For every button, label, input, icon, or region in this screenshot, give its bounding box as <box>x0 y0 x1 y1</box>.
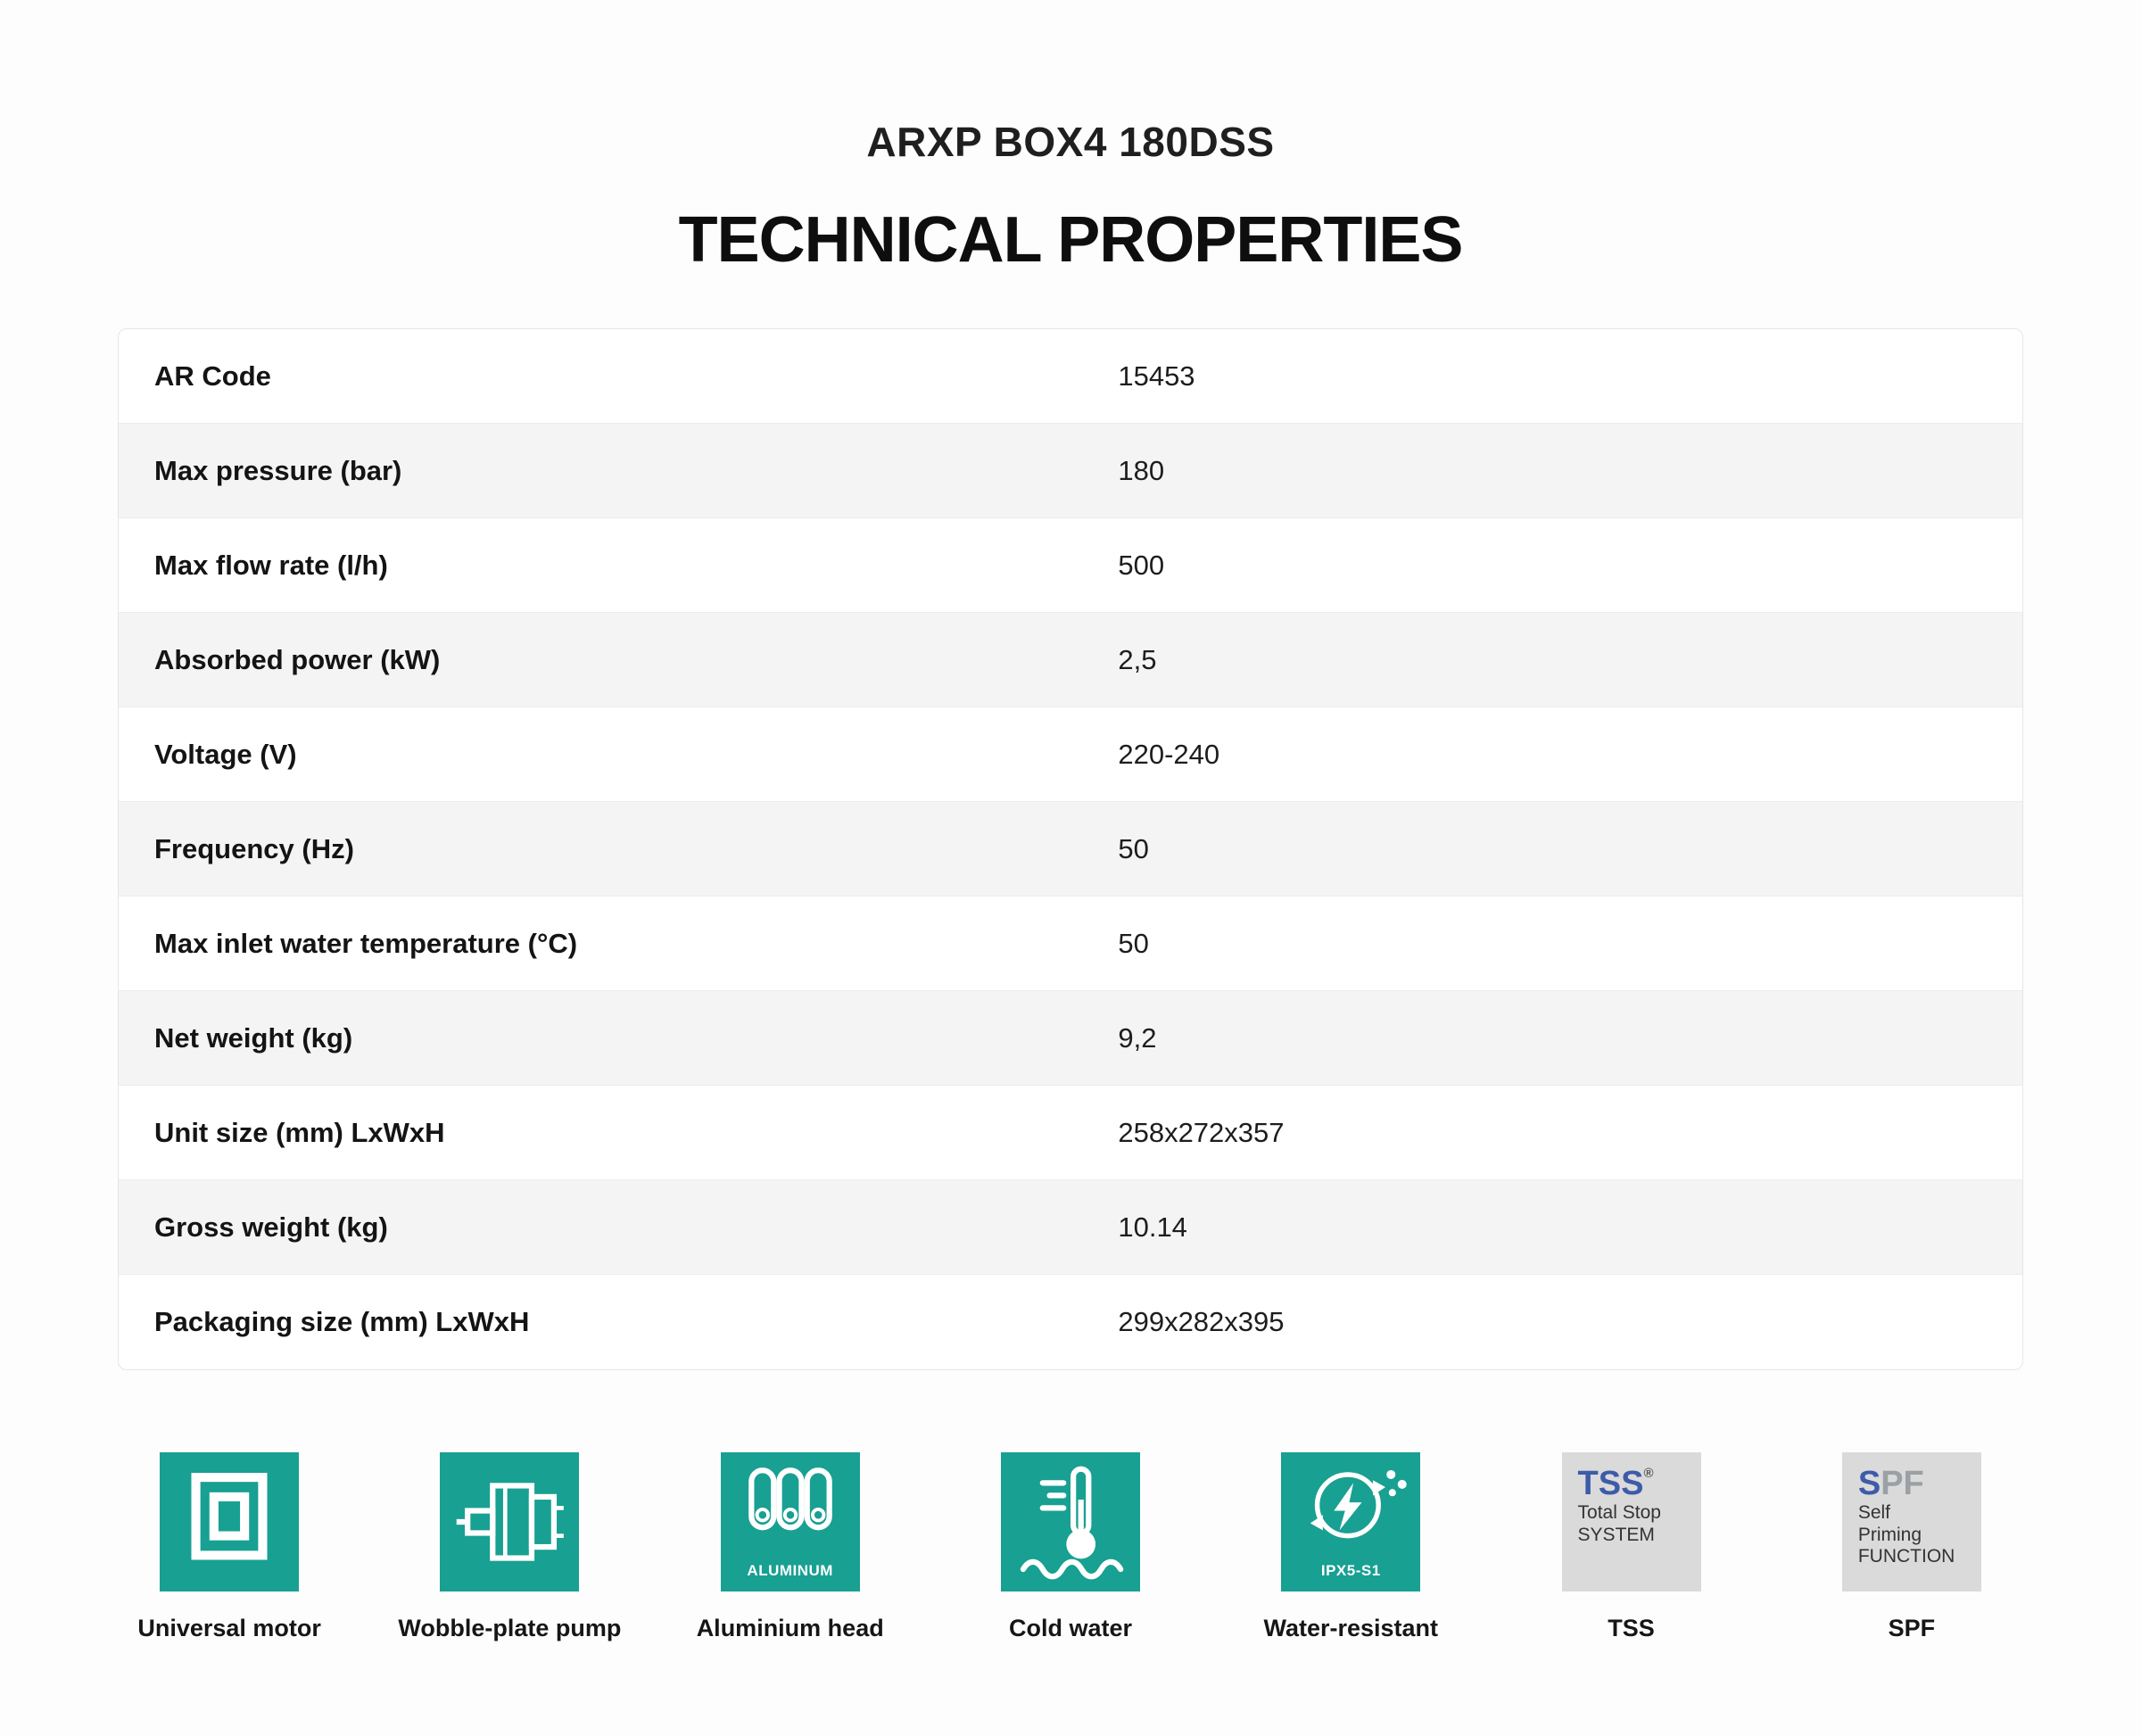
spf-title: SPF <box>1857 1465 1924 1502</box>
property-label: Net weight (kg) <box>154 1021 353 1054</box>
property-label: Voltage (V) <box>154 738 297 770</box>
tss-line: Total Stop <box>1577 1501 1661 1523</box>
property-value: 299x282x395 <box>1118 1306 1285 1337</box>
ipx5-badge-text: IPX5-S1 <box>1320 1562 1381 1579</box>
feature-label: Water-resistant <box>1263 1615 1439 1641</box>
universal-motor-icon <box>160 1452 300 1591</box>
tss-line: SYSTEM <box>1577 1524 1655 1545</box>
cold-water-icon <box>1000 1452 1140 1591</box>
table-row: Packaging size (mm) LxWxH 299x282x395 <box>119 1275 2022 1369</box>
aluminum-badge-text: ALUMINUM <box>747 1562 833 1579</box>
property-value: 500 <box>1118 549 1165 581</box>
property-value: 9,2 <box>1118 1021 1157 1054</box>
property-label: Unit size (mm) LxWxH <box>154 1116 445 1148</box>
table-row: Max flow rate (l/h) 500 <box>119 518 2022 613</box>
property-label: Max inlet water temperature (°C) <box>154 927 578 959</box>
feature-label: Cold water <box>1008 1615 1132 1641</box>
spf-line: Self <box>1857 1501 1891 1523</box>
feature-water-resistant: IPX5-S1 Water-resistant <box>1211 1452 1491 1642</box>
feature-label: SPF <box>1888 1615 1936 1641</box>
table-row: Max inlet water temperature (°C) 50 <box>119 897 2022 991</box>
feature-label: Wobble-plate pump <box>398 1615 622 1641</box>
page-title: TECHNICAL PROPERTIES <box>678 204 1464 276</box>
property-value: 10.14 <box>1118 1211 1187 1243</box>
feature-icons-row: Universal motor Wobble-plate pump <box>89 1452 2052 1642</box>
table-row: AR Code 15453 <box>119 329 2022 424</box>
table-row: Voltage (V) 220-240 <box>119 707 2022 802</box>
table-row: Max pressure (bar) 180 <box>119 424 2022 518</box>
feature-spf: SPF Self Priming FUNCTION SPF <box>1772 1452 2052 1642</box>
property-label: Max pressure (bar) <box>154 454 402 486</box>
tss-icon: TSS® Total Stop SYSTEM <box>1561 1452 1701 1591</box>
product-model: ARXP BOX4 180DSS <box>866 119 1275 165</box>
tss-title: TSS® <box>1577 1465 1654 1502</box>
table-row: Gross weight (kg) 10.14 <box>119 1180 2022 1275</box>
property-label: Frequency (Hz) <box>154 832 354 864</box>
feature-tss: TSS® Total Stop SYSTEM TSS <box>1491 1452 1771 1642</box>
table-row: Frequency (Hz) 50 <box>119 802 2022 897</box>
property-value: 50 <box>1118 832 1149 864</box>
table-row: Net weight (kg) 9,2 <box>119 991 2022 1086</box>
property-value: 15453 <box>1118 360 1195 392</box>
table-row: Absorbed power (kW) 2,5 <box>119 613 2022 707</box>
spf-line: FUNCTION <box>1857 1546 1955 1567</box>
spf-icon: SPF Self Priming FUNCTION <box>1841 1452 1981 1591</box>
property-value: 220-240 <box>1118 738 1220 770</box>
property-value: 2,5 <box>1118 643 1157 675</box>
technical-properties-table: AR Code 15453 Max pressure (bar) 180 Max… <box>118 328 2023 1370</box>
aluminium-head-icon: ALUMINUM <box>720 1452 860 1591</box>
feature-label: TSS <box>1608 1615 1655 1641</box>
spf-line: Priming <box>1857 1524 1922 1545</box>
property-label: Gross weight (kg) <box>154 1211 388 1243</box>
page-header: ARXP BOX4 180DSS TECHNICAL PROPERTIES <box>0 0 2141 277</box>
feature-label: Aluminium head <box>696 1615 884 1641</box>
feature-wobble-plate-pump: Wobble-plate pump <box>369 1452 649 1642</box>
feature-aluminium-head: ALUMINUM Aluminium head <box>650 1452 930 1642</box>
property-label: Packaging size (mm) LxWxH <box>154 1306 530 1337</box>
feature-label: Universal motor <box>137 1615 321 1641</box>
property-label: Max flow rate (l/h) <box>154 549 388 581</box>
feature-cold-water: Cold water <box>930 1452 1211 1642</box>
property-value: 180 <box>1118 454 1165 486</box>
property-label: Absorbed power (kW) <box>154 643 441 675</box>
water-resistant-icon: IPX5-S1 <box>1281 1452 1421 1591</box>
property-label: AR Code <box>154 360 271 392</box>
wobble-plate-pump-icon <box>440 1452 580 1591</box>
property-value: 258x272x357 <box>1118 1116 1285 1148</box>
feature-universal-motor: Universal motor <box>89 1452 369 1642</box>
table-row: Unit size (mm) LxWxH 258x272x357 <box>119 1086 2022 1180</box>
property-value: 50 <box>1118 927 1149 959</box>
